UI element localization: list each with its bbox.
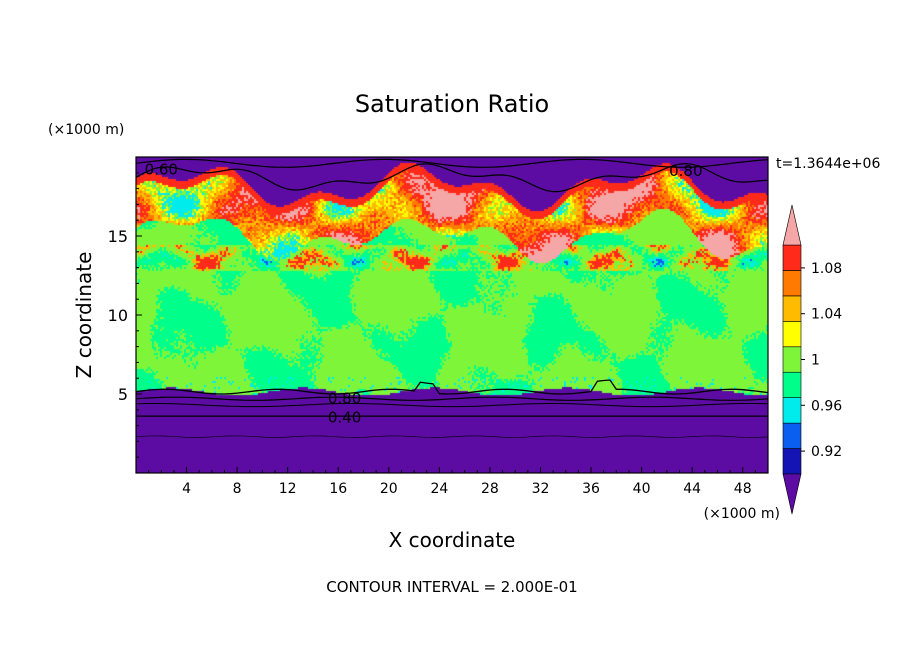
x-unit-label: (×1000 m) — [704, 506, 780, 522]
field-raster — [136, 157, 768, 473]
y-tick-label: 15 — [108, 227, 128, 246]
x-tick-label: 8 — [233, 481, 242, 497]
x-tick-label: 28 — [481, 481, 499, 497]
contour-0.60-upper — [136, 158, 768, 168]
colorbar-band — [782, 397, 802, 424]
contour-label: 0.80 — [328, 390, 361, 408]
x-tick-label: 40 — [633, 481, 651, 497]
chart-title: Saturation Ratio — [355, 90, 549, 118]
colorbar-band — [782, 270, 802, 297]
colorbar: 0.92 0.96 1 1.04 1.08 — [782, 204, 842, 515]
colorbar-high-triangle — [782, 204, 802, 246]
colorbar-band — [782, 422, 802, 449]
colorbar-band — [782, 244, 802, 271]
contour-lines — [136, 158, 768, 438]
y-unit-label: (×1000 m) — [48, 122, 124, 138]
saturation-field — [136, 157, 768, 473]
colorbar-tick-label: 1 — [811, 353, 820, 369]
colorbar-band — [782, 321, 802, 348]
y-axis-label: Z coordinate — [72, 252, 96, 379]
time-label: t=1.3644e+06 — [776, 156, 880, 172]
contour-0.80-lower — [136, 396, 768, 401]
x-tick-label: 48 — [734, 481, 752, 497]
colorbar-band — [782, 346, 802, 373]
x-tick-label: 4 — [182, 481, 191, 497]
y-tick-label: 10 — [108, 306, 128, 325]
colorbar-tick-label: 1.08 — [811, 261, 842, 277]
x-tick-label: 16 — [329, 481, 347, 497]
x-tick-label: 24 — [430, 481, 448, 497]
x-axis-label: X coordinate — [389, 528, 516, 552]
x-tick-label: 20 — [380, 481, 398, 497]
y-tick-label: 5 — [118, 385, 128, 404]
x-tick-label: 12 — [279, 481, 297, 497]
x-tick-label: 32 — [532, 481, 550, 497]
x-axis: 4 8 12 16 20 24 28 32 36 40 44 48 — [148, 467, 756, 497]
contour-label: 0.60 — [145, 161, 178, 179]
colorbar-low-triangle — [782, 473, 802, 515]
contour-interval-footer: CONTOUR INTERVAL = 2.000E-01 — [326, 578, 577, 596]
contour-label: 0.40 — [328, 409, 361, 427]
x-tick-label: 44 — [683, 481, 701, 497]
y-axis: 5 10 15 — [108, 172, 142, 458]
x-tick-label: 36 — [582, 481, 600, 497]
colorbar-band — [782, 371, 802, 398]
contour-label: 0.80 — [669, 162, 702, 180]
colorbar-tick-label: 0.92 — [811, 444, 842, 460]
contour-0.60-lower — [136, 403, 768, 408]
contour-label-group: 0.60 0.800.800.40 — [145, 161, 703, 427]
colorbar-tick-label: 0.96 — [811, 398, 842, 414]
colorbar-band — [782, 448, 802, 475]
colorbar-tick-label: 1.04 — [811, 307, 842, 323]
contour-0.20-lower — [136, 435, 768, 438]
contour-0.80-upper — [136, 162, 768, 193]
colorbar-band — [782, 295, 802, 322]
contour-1.0-lower — [136, 379, 768, 395]
